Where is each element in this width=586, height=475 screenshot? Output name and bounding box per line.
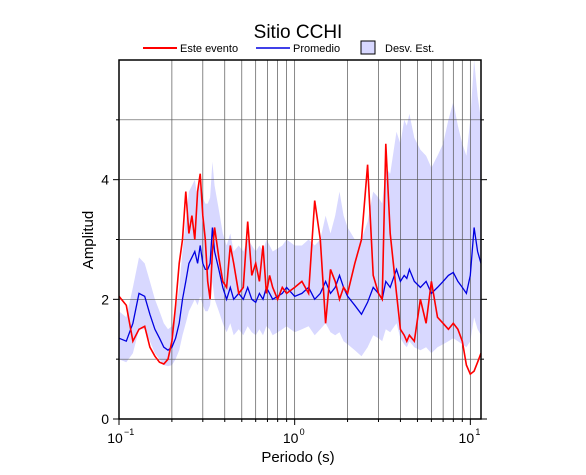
- x-tick-label: 10: [459, 430, 475, 446]
- legend-label-este-evento: Este evento: [180, 43, 238, 55]
- x-tick-label: 10: [283, 430, 299, 446]
- x-tick-label-exponent: −1: [124, 427, 134, 437]
- chart-title: Sitio CCHI: [254, 22, 343, 43]
- grid: [119, 60, 481, 419]
- series-promedio: [119, 227, 481, 352]
- legend-label-desv-est: Desv. Est.: [385, 43, 434, 55]
- y-tick-label: 0: [101, 411, 109, 427]
- y-tick-label: 2: [101, 291, 109, 307]
- y-tick-label: 4: [101, 172, 109, 188]
- legend-label-promedio: Promedio: [293, 43, 340, 55]
- legend-swatch-desv-est: [360, 40, 376, 55]
- series-layer: [119, 143, 481, 376]
- series-este-evento: [119, 143, 481, 376]
- y-axis-label: Amplitud: [80, 211, 97, 269]
- x-tick-label-exponent: 0: [300, 427, 305, 437]
- legend: Este evento Promedio Desv. Est.: [143, 40, 434, 55]
- x-tick-label-exponent: 1: [475, 427, 480, 437]
- x-tick-label: 10: [107, 430, 123, 446]
- x-axis-label: Periodo (s): [261, 449, 334, 466]
